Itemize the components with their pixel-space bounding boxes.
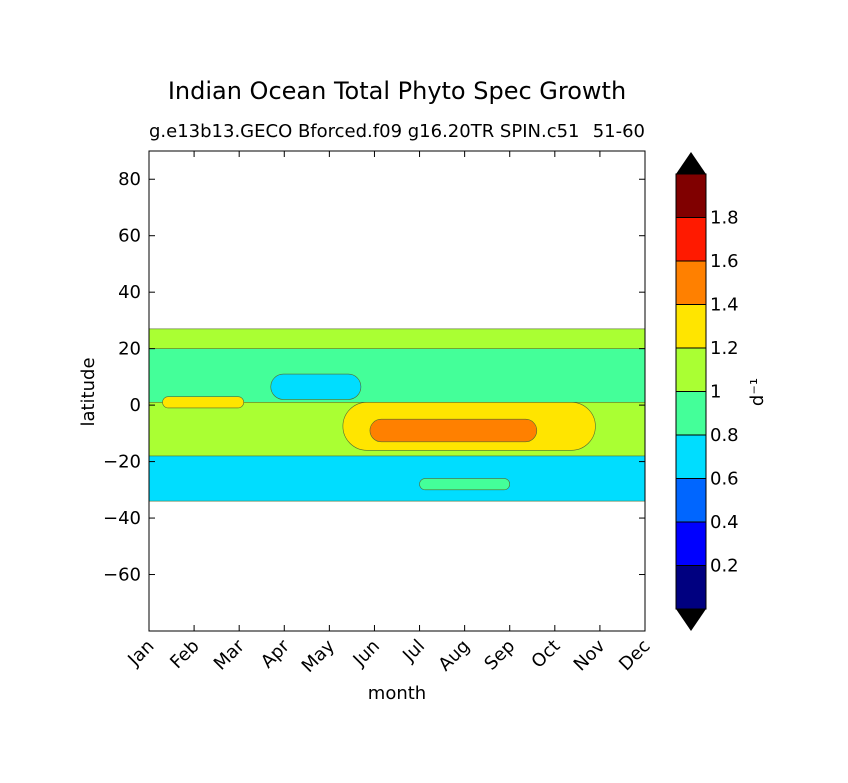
colorbar-segment-9 <box>676 174 706 218</box>
chart-subtitle-left: g.e13b13.GECO Bforced.f09 g16.20TR SPIN.… <box>149 121 580 142</box>
y-tick-label-5: −20 <box>103 452 141 473</box>
x-tick-label-3: Apr <box>257 635 294 672</box>
colorbar-extend-min <box>676 609 706 631</box>
colorbar-tick-label-2: 0.6 <box>710 469 739 490</box>
colorbar-tick-label-7: 1.6 <box>710 251 739 272</box>
contour-region-6 <box>148 328 646 349</box>
colorbar-tick-label-1: 0.4 <box>710 512 739 533</box>
colorbar-tick-label-6: 1.4 <box>710 295 739 316</box>
contour-region-10 <box>369 418 538 443</box>
y-axis-label: latitude <box>78 357 99 426</box>
contour-region-3 <box>419 478 511 491</box>
y-tick-label-2: 40 <box>118 282 141 303</box>
plot-regions <box>148 328 646 502</box>
x-tick-label-9: Oct <box>527 636 564 673</box>
x-tick-label-6: Jul <box>398 636 429 667</box>
x-tick-label-10: Nov <box>570 635 610 675</box>
colorbar-segment-4 <box>676 391 706 435</box>
colorbar-tick-label-3: 0.8 <box>710 425 739 446</box>
x-tick-label-7: Aug <box>434 636 474 676</box>
contour-region-8 <box>162 396 244 409</box>
y-tick-label-7: −60 <box>103 565 141 586</box>
colorbar-tick-label-4: 1 <box>710 382 721 403</box>
colorbar-extend-max <box>676 152 706 174</box>
colorbar-tick-label-0: 0.2 <box>710 556 739 577</box>
x-tick-label-0: Jan <box>123 636 158 671</box>
colorbar-segment-0 <box>676 565 706 609</box>
x-tick-label-11: Dec <box>615 636 654 675</box>
colorbar-segment-2 <box>676 478 706 522</box>
x-tick-label-4: May <box>298 635 339 676</box>
x-tick-label-1: Feb <box>166 636 203 673</box>
y-tick-label-4: 0 <box>130 395 141 416</box>
colorbar-segment-7 <box>676 261 706 305</box>
colorbar: 0.2 0.4 0.6 0.8 1 1.2 1.4 1.6 1.8 <box>675 152 739 631</box>
chart-title: Indian Ocean Total Phyto Spec Growth <box>168 77 626 105</box>
colorbar-segment-5 <box>676 348 706 392</box>
chart-subtitle-right: 51-60 <box>593 121 645 142</box>
colorbar-segment-8 <box>676 217 706 261</box>
x-tick-label-2: Mar <box>210 635 249 674</box>
y-tick-label-0: 80 <box>118 169 141 190</box>
y-tick-label-1: 60 <box>118 226 141 247</box>
y-tick-label-6: −40 <box>103 508 141 529</box>
colorbar-segment-3 <box>676 435 706 479</box>
colorbar-label: d⁻¹ <box>747 378 768 406</box>
x-axis-label: month <box>368 683 426 704</box>
colorbar-segment-1 <box>676 522 706 566</box>
plot-frame <box>148 150 646 632</box>
x-tick-label-5: Jun <box>349 636 384 671</box>
contour-region-5 <box>270 373 362 400</box>
colorbar-tick-label-8: 1.8 <box>710 208 739 229</box>
x-tick-label-8: Sep <box>480 636 519 675</box>
colorbar-segment-6 <box>676 304 706 348</box>
y-tick-label-3: 20 <box>118 339 141 360</box>
colorbar-tick-label-5: 1.2 <box>710 338 739 359</box>
y-axis: 80 60 40 20 0 −20 −40 −60 <box>103 169 645 586</box>
